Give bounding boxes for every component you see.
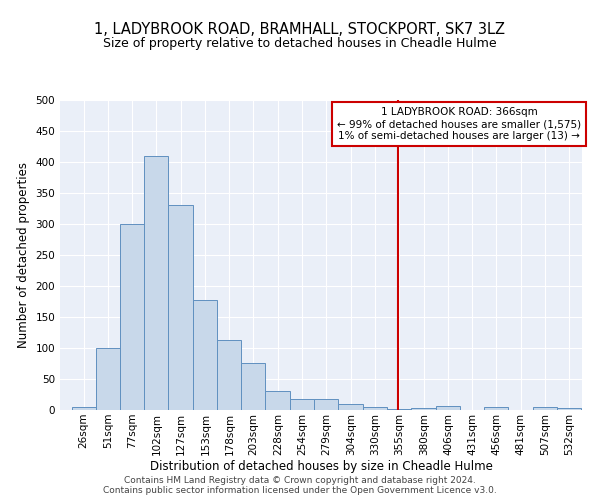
Bar xyxy=(169,206,193,410)
Bar xyxy=(436,406,460,410)
Bar xyxy=(145,156,169,410)
Text: 1, LADYBROOK ROAD, BRAMHALL, STOCKPORT, SK7 3LZ: 1, LADYBROOK ROAD, BRAMHALL, STOCKPORT, … xyxy=(95,22,505,38)
Bar xyxy=(338,404,363,410)
Bar xyxy=(557,408,581,410)
Bar xyxy=(241,363,265,410)
Bar xyxy=(387,409,411,410)
Bar xyxy=(314,399,338,410)
Bar xyxy=(121,224,145,410)
Bar xyxy=(217,340,241,410)
Y-axis label: Number of detached properties: Number of detached properties xyxy=(17,162,30,348)
Bar xyxy=(95,348,121,410)
Text: 1 LADYBROOK ROAD: 366sqm
← 99% of detached houses are smaller (1,575)
1% of semi: 1 LADYBROOK ROAD: 366sqm ← 99% of detach… xyxy=(337,108,581,140)
Bar xyxy=(484,407,508,410)
Bar xyxy=(193,300,217,410)
Bar xyxy=(411,408,436,410)
Bar xyxy=(290,399,314,410)
Bar xyxy=(71,407,95,410)
Text: Contains HM Land Registry data © Crown copyright and database right 2024.: Contains HM Land Registry data © Crown c… xyxy=(124,476,476,485)
Text: Contains public sector information licensed under the Open Government Licence v3: Contains public sector information licen… xyxy=(103,486,497,495)
Bar xyxy=(265,392,290,410)
Bar xyxy=(533,407,557,410)
Bar xyxy=(363,407,387,410)
Text: Size of property relative to detached houses in Cheadle Hulme: Size of property relative to detached ho… xyxy=(103,38,497,51)
X-axis label: Distribution of detached houses by size in Cheadle Hulme: Distribution of detached houses by size … xyxy=(149,460,493,473)
